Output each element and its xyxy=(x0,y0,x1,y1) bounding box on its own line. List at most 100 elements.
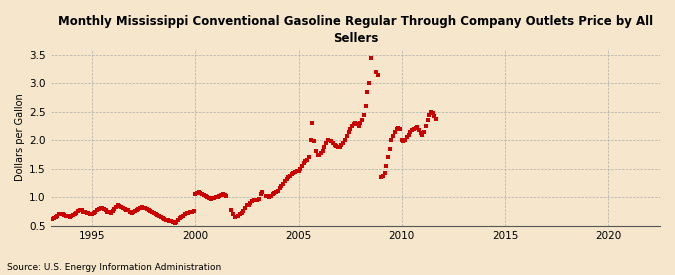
Point xyxy=(217,192,228,197)
Point xyxy=(308,139,319,144)
Point xyxy=(281,177,292,181)
Point xyxy=(417,132,428,137)
Point xyxy=(358,112,369,117)
Point xyxy=(193,189,204,194)
Point xyxy=(230,215,240,219)
Point xyxy=(431,116,441,121)
Point xyxy=(286,172,297,176)
Point xyxy=(424,112,435,117)
Point xyxy=(385,147,396,151)
Point xyxy=(277,182,288,186)
Point xyxy=(403,132,414,137)
Point xyxy=(421,124,431,128)
Point xyxy=(200,194,211,198)
Point xyxy=(317,148,328,153)
Point xyxy=(300,159,310,164)
Point xyxy=(219,193,230,197)
Point xyxy=(427,111,438,115)
Point xyxy=(350,121,360,125)
Point xyxy=(276,184,287,188)
Point xyxy=(214,193,225,198)
Point xyxy=(233,213,244,218)
Point xyxy=(190,192,200,197)
Point xyxy=(288,170,299,175)
Point xyxy=(331,144,342,148)
Point xyxy=(236,211,247,215)
Point xyxy=(400,138,410,142)
Point xyxy=(381,164,392,168)
Point xyxy=(426,109,437,114)
Point xyxy=(209,196,219,200)
Point xyxy=(321,141,331,145)
Point xyxy=(314,152,325,157)
Point xyxy=(396,138,407,142)
Point xyxy=(245,201,256,205)
Point xyxy=(383,155,394,160)
Point xyxy=(284,174,295,178)
Point xyxy=(414,128,425,132)
Point xyxy=(379,171,390,175)
Point xyxy=(389,130,400,134)
Point xyxy=(352,122,362,127)
Point xyxy=(198,193,209,197)
Point xyxy=(293,168,304,173)
Point xyxy=(415,131,426,136)
Point xyxy=(323,138,333,142)
Point xyxy=(345,127,356,131)
Point xyxy=(429,114,440,119)
Point xyxy=(402,135,412,140)
Point xyxy=(334,144,345,149)
Point xyxy=(348,122,359,127)
Point xyxy=(371,70,381,74)
Point xyxy=(304,155,315,160)
Point xyxy=(227,212,238,217)
Point xyxy=(226,208,237,212)
Point xyxy=(329,143,340,147)
Point xyxy=(355,121,366,125)
Point xyxy=(246,199,257,204)
Point xyxy=(290,169,300,174)
Point xyxy=(405,130,416,134)
Point xyxy=(377,174,388,178)
Point xyxy=(346,124,357,128)
Point xyxy=(271,190,281,194)
Point xyxy=(319,145,330,149)
Point xyxy=(252,197,263,202)
Text: Source: U.S. Energy Information Administration: Source: U.S. Energy Information Administ… xyxy=(7,263,221,272)
Title: Monthly Mississippi Conventional Gasoline Regular Through Company Outlets Price : Monthly Mississippi Conventional Gasolin… xyxy=(58,15,653,45)
Point xyxy=(418,130,429,134)
Point xyxy=(295,167,306,171)
Point xyxy=(423,118,433,122)
Point xyxy=(302,158,313,163)
Point xyxy=(262,194,273,198)
Point xyxy=(298,161,309,165)
Point xyxy=(235,212,246,217)
Point xyxy=(254,197,265,201)
Point xyxy=(315,151,326,155)
Point xyxy=(248,198,259,202)
Point xyxy=(342,134,352,139)
Point xyxy=(354,124,364,128)
Point xyxy=(255,192,266,197)
Point xyxy=(211,195,221,200)
Point xyxy=(195,191,206,195)
Point xyxy=(196,192,207,196)
Point xyxy=(386,138,397,142)
Point xyxy=(250,198,261,202)
Point xyxy=(216,193,227,197)
Point xyxy=(207,196,218,201)
Point xyxy=(238,209,249,213)
Point xyxy=(362,90,373,94)
Point xyxy=(307,121,318,125)
Point xyxy=(340,138,350,142)
Point xyxy=(376,175,387,180)
Point xyxy=(269,191,279,196)
Point xyxy=(408,127,419,131)
Point xyxy=(267,192,278,197)
Point xyxy=(221,193,232,198)
Point xyxy=(212,195,223,199)
Point xyxy=(327,141,338,145)
Point xyxy=(312,152,323,157)
Point xyxy=(243,203,254,207)
Point xyxy=(305,138,316,142)
